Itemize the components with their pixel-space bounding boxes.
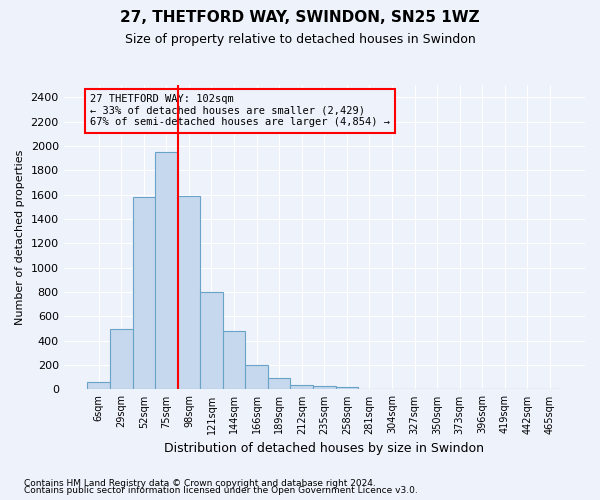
Bar: [88, 382, 110, 390]
Bar: [313, 386, 335, 390]
Bar: [268, 378, 290, 390]
Bar: [335, 387, 358, 390]
Bar: [178, 196, 200, 390]
Bar: [245, 365, 268, 390]
Bar: [155, 152, 178, 390]
Text: 27 THETFORD WAY: 102sqm
← 33% of detached houses are smaller (2,429)
67% of semi: 27 THETFORD WAY: 102sqm ← 33% of detache…: [90, 94, 390, 128]
Text: Size of property relative to detached houses in Swindon: Size of property relative to detached ho…: [125, 32, 475, 46]
Text: Contains HM Land Registry data © Crown copyright and database right 2024.: Contains HM Land Registry data © Crown c…: [24, 478, 376, 488]
Bar: [200, 292, 223, 390]
Text: Contains public sector information licensed under the Open Government Licence v3: Contains public sector information licen…: [24, 486, 418, 495]
Bar: [290, 385, 313, 390]
Bar: [110, 328, 133, 390]
X-axis label: Distribution of detached houses by size in Swindon: Distribution of detached houses by size …: [164, 442, 484, 455]
Y-axis label: Number of detached properties: Number of detached properties: [15, 150, 25, 325]
Text: 27, THETFORD WAY, SWINDON, SN25 1WZ: 27, THETFORD WAY, SWINDON, SN25 1WZ: [120, 10, 480, 25]
Bar: [133, 197, 155, 390]
Bar: [223, 331, 245, 390]
